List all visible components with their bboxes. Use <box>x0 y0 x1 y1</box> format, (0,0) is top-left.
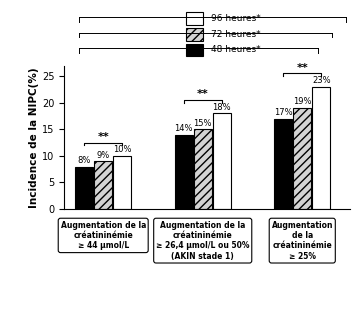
Text: 48 heures*: 48 heures* <box>211 46 260 54</box>
Text: 9%: 9% <box>97 151 110 160</box>
Text: 17%: 17% <box>274 108 292 117</box>
Bar <box>293 108 311 209</box>
Bar <box>94 161 112 209</box>
Y-axis label: Incidence de la NIPC(%): Incidence de la NIPC(%) <box>29 67 39 207</box>
Bar <box>75 167 93 209</box>
Text: 72 heures*: 72 heures* <box>211 30 260 39</box>
Bar <box>175 134 193 209</box>
Text: 14%: 14% <box>175 124 193 133</box>
Text: **: ** <box>197 89 208 99</box>
Text: **: ** <box>97 132 109 142</box>
Bar <box>194 129 212 209</box>
Text: 18%: 18% <box>212 103 231 112</box>
Bar <box>274 119 292 209</box>
Text: 8%: 8% <box>77 156 91 165</box>
Bar <box>113 156 131 209</box>
Text: 23%: 23% <box>312 76 331 85</box>
Text: 19%: 19% <box>293 97 312 106</box>
Text: 96 heures*: 96 heures* <box>211 14 260 23</box>
Text: 15%: 15% <box>193 119 212 128</box>
Text: Augmentation
de la
créatininémie
≥ 25%: Augmentation de la créatininémie ≥ 25% <box>272 221 333 261</box>
Text: 10%: 10% <box>113 145 131 154</box>
Bar <box>213 113 231 209</box>
Text: **: ** <box>296 63 308 73</box>
Text: Augmentation de la
créatininémie
≥ 26,4 μmol/L ou 50%
(AKIN stade 1): Augmentation de la créatininémie ≥ 26,4 … <box>156 221 250 261</box>
Text: Augmentation de la
créatininémie
≥ 44 μmol/L: Augmentation de la créatininémie ≥ 44 μm… <box>61 221 146 250</box>
Bar <box>312 87 330 209</box>
